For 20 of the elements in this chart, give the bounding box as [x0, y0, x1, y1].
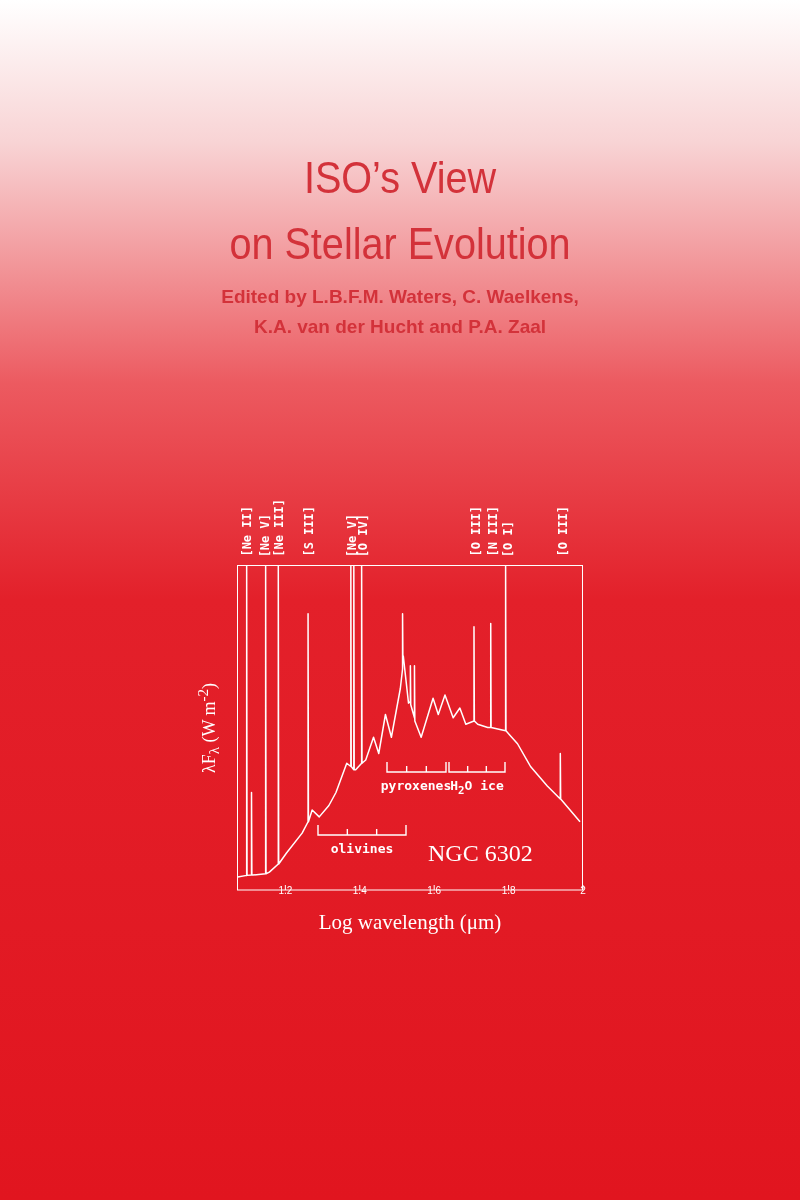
- chart-subtitle: Edited by L.B.F.M. Waters, C. Waelkens, K.A. van der Hucht and P.A. Zaal: [220, 285, 580, 339]
- x-tick-label: 1.4: [352, 885, 368, 897]
- annotation: pyroxenes: [380, 778, 452, 793]
- x-tick-label: 1.2: [278, 885, 293, 897]
- annotation: H$_{2}$O ice: [450, 778, 504, 797]
- text: [O III]: [556, 506, 570, 557]
- text: [S III]: [302, 506, 316, 557]
- x-axis-title: Log wavelength (μm): [317, 910, 503, 935]
- text: [Ne III]: [272, 499, 286, 557]
- text: [N III]: [486, 506, 500, 557]
- text: [Ne II]: [240, 506, 254, 557]
- annotation: NGC 6302: [428, 840, 533, 867]
- text: [O I]: [501, 520, 515, 557]
- chart-title: ISO’s View on Stellar Evolution: [228, 152, 572, 270]
- x-tick-label: 1.6: [427, 885, 442, 897]
- x-tick-label: 1.8: [501, 885, 516, 897]
- annotation: olivines: [330, 841, 394, 856]
- text: [O III]: [469, 506, 483, 557]
- text: [Ne V]: [258, 513, 272, 557]
- text: [O IV]: [356, 513, 370, 557]
